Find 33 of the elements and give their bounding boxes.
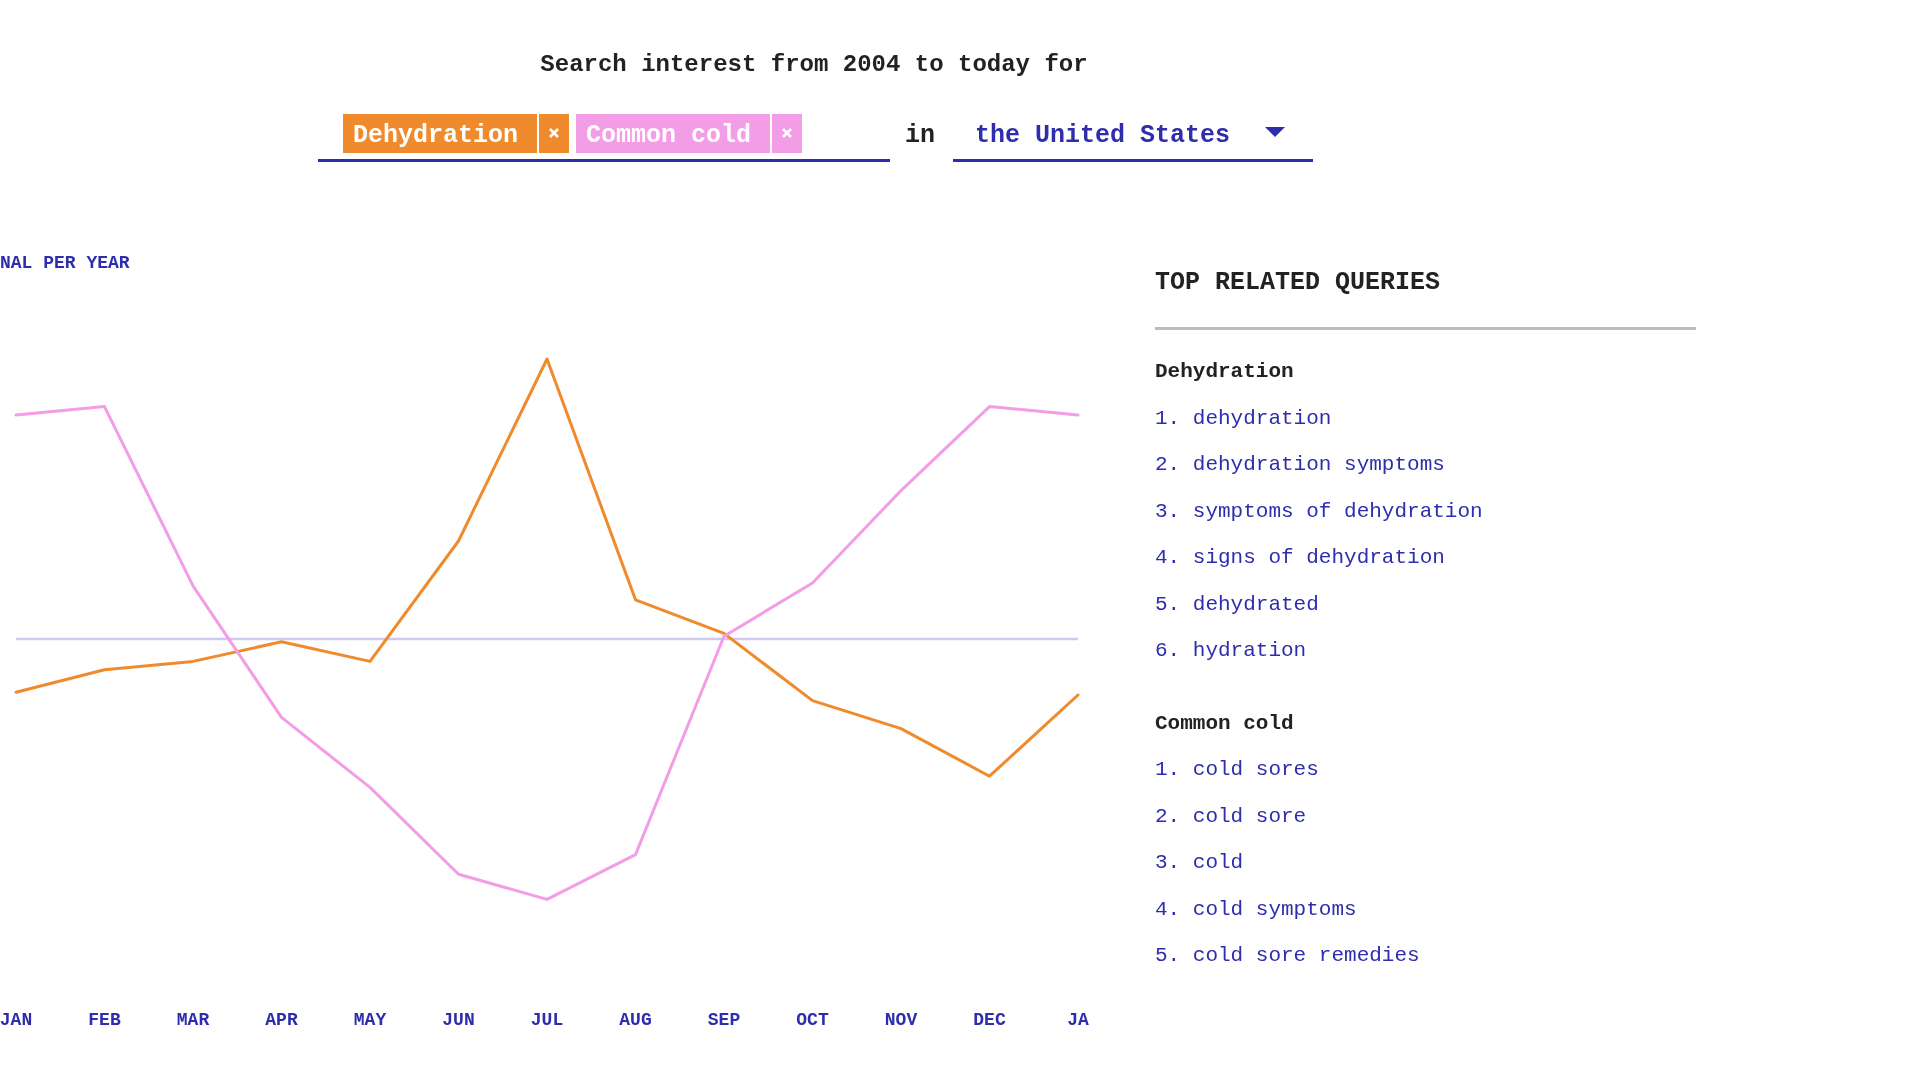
x-tick-label: JAN bbox=[0, 1010, 33, 1030]
text: 3. cold bbox=[1155, 851, 1244, 874]
x-tick-label: DEC bbox=[973, 1010, 1006, 1030]
chart-title: Search interest from 2004 to today for bbox=[540, 51, 1088, 78]
legend-label: Dehydration bbox=[353, 121, 519, 150]
x-tick-label: MAY bbox=[353, 1010, 387, 1030]
legend-label: Common cold bbox=[586, 121, 752, 150]
text: 5. dehydrated bbox=[1155, 592, 1319, 616]
text: Dehydration bbox=[1155, 360, 1294, 383]
x-tick-label: OCT bbox=[796, 1010, 829, 1030]
text: 2. cold sore bbox=[1155, 804, 1307, 828]
text: 5. cold sore remedies bbox=[1155, 944, 1420, 967]
text: 6. hydration bbox=[1155, 639, 1307, 662]
x-tick-label: AUG bbox=[619, 1010, 652, 1030]
text: 1. cold sores bbox=[1155, 758, 1319, 781]
x-tick-label: JUL bbox=[530, 1010, 564, 1030]
x-tick-label: SEP bbox=[707, 1010, 741, 1030]
text: 4. signs of dehydration bbox=[1155, 546, 1445, 569]
y-axis-title: NAL PER YEAR bbox=[0, 253, 130, 273]
text: the United States bbox=[975, 121, 1231, 150]
text: in bbox=[905, 121, 936, 150]
text: Common cold bbox=[1155, 711, 1294, 735]
text: TOP RELATED QUERIES bbox=[1155, 268, 1441, 297]
x-tick-label: APR bbox=[265, 1010, 298, 1030]
x-tick-label: JUN bbox=[442, 1010, 475, 1030]
text: 2. dehydration symptoms bbox=[1155, 453, 1445, 476]
x-tick-label: NOV bbox=[884, 1010, 918, 1030]
text: 4. cold symptoms bbox=[1155, 897, 1357, 921]
x-tick-label: JA bbox=[1067, 1010, 1089, 1030]
x-tick-label: FEB bbox=[88, 1010, 121, 1030]
text: 1. dehydration bbox=[1155, 406, 1332, 430]
text: 3. symptoms of dehydration bbox=[1155, 499, 1483, 523]
x-tick-label: MAR bbox=[176, 1010, 210, 1030]
